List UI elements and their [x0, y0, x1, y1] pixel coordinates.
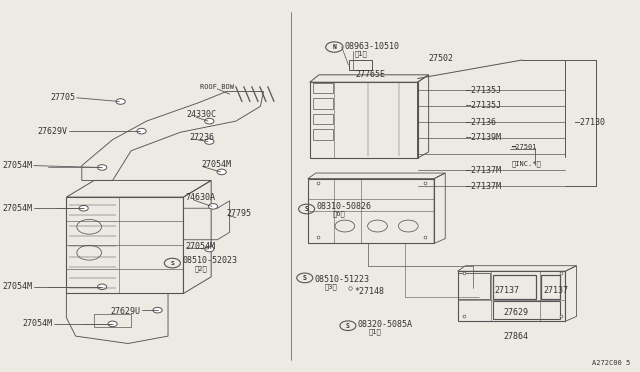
Text: —27130: —27130 — [575, 119, 605, 128]
Text: S: S — [346, 323, 350, 329]
Text: —27137M: —27137M — [465, 182, 500, 190]
Text: 27137: 27137 — [544, 286, 569, 295]
Text: S: S — [170, 261, 174, 266]
Circle shape — [205, 139, 214, 144]
Text: 08963-10510: 08963-10510 — [345, 42, 400, 51]
Circle shape — [209, 203, 218, 209]
Text: 27765E: 27765E — [356, 70, 386, 79]
Text: 27137: 27137 — [495, 286, 520, 295]
Text: 27629U: 27629U — [111, 307, 141, 316]
Text: 27054M: 27054M — [3, 161, 33, 170]
Text: 27705: 27705 — [51, 93, 76, 102]
Text: （INC.*）: （INC.*） — [511, 160, 541, 167]
Text: 24330C: 24330C — [186, 110, 216, 119]
Text: 27054M: 27054M — [3, 282, 33, 291]
Text: —27136: —27136 — [465, 118, 495, 127]
Text: 27054M: 27054M — [185, 241, 215, 250]
Text: S: S — [305, 206, 308, 212]
Text: 27236: 27236 — [189, 132, 214, 142]
Circle shape — [116, 99, 125, 104]
Text: ━27501: ━27501 — [511, 144, 537, 150]
Text: 74630A: 74630A — [185, 193, 215, 202]
Text: *27148: *27148 — [355, 287, 385, 296]
Text: 08310-50826: 08310-50826 — [317, 202, 371, 211]
Text: S: S — [303, 275, 307, 281]
Circle shape — [97, 284, 107, 289]
Text: （1）: （1） — [355, 50, 367, 57]
Text: 27054M: 27054M — [23, 320, 53, 328]
Text: —27139M: —27139M — [465, 133, 500, 142]
Text: 27629V: 27629V — [38, 126, 68, 136]
Circle shape — [205, 118, 214, 124]
Text: 08510-52023: 08510-52023 — [182, 256, 237, 264]
Circle shape — [108, 321, 117, 327]
Circle shape — [153, 307, 162, 313]
Text: A272C00 5: A272C00 5 — [592, 360, 630, 366]
Circle shape — [79, 205, 88, 211]
Text: —27135J: —27135J — [465, 102, 500, 110]
Text: （2）: （2） — [195, 265, 207, 272]
Text: （6）: （6） — [333, 211, 345, 218]
Text: （1）: （1） — [368, 329, 381, 335]
Text: ROOF BOW: ROOF BOW — [200, 84, 234, 90]
Circle shape — [137, 128, 146, 134]
Text: 27054M: 27054M — [3, 204, 33, 213]
Text: 27054M: 27054M — [202, 160, 231, 169]
Text: 27629: 27629 — [504, 308, 529, 317]
Circle shape — [217, 169, 227, 175]
Text: N: N — [332, 44, 336, 50]
Text: —27137M: —27137M — [465, 166, 500, 175]
Text: —27135J: —27135J — [465, 86, 500, 95]
Text: 27502: 27502 — [429, 54, 454, 62]
Circle shape — [205, 246, 214, 252]
Circle shape — [97, 165, 107, 170]
Text: 27795: 27795 — [227, 209, 252, 218]
Text: 27864: 27864 — [504, 331, 529, 341]
Text: （3）: （3） — [325, 284, 338, 291]
Text: 08320-5085A: 08320-5085A — [357, 320, 412, 329]
Text: 08510-51223: 08510-51223 — [314, 275, 369, 284]
